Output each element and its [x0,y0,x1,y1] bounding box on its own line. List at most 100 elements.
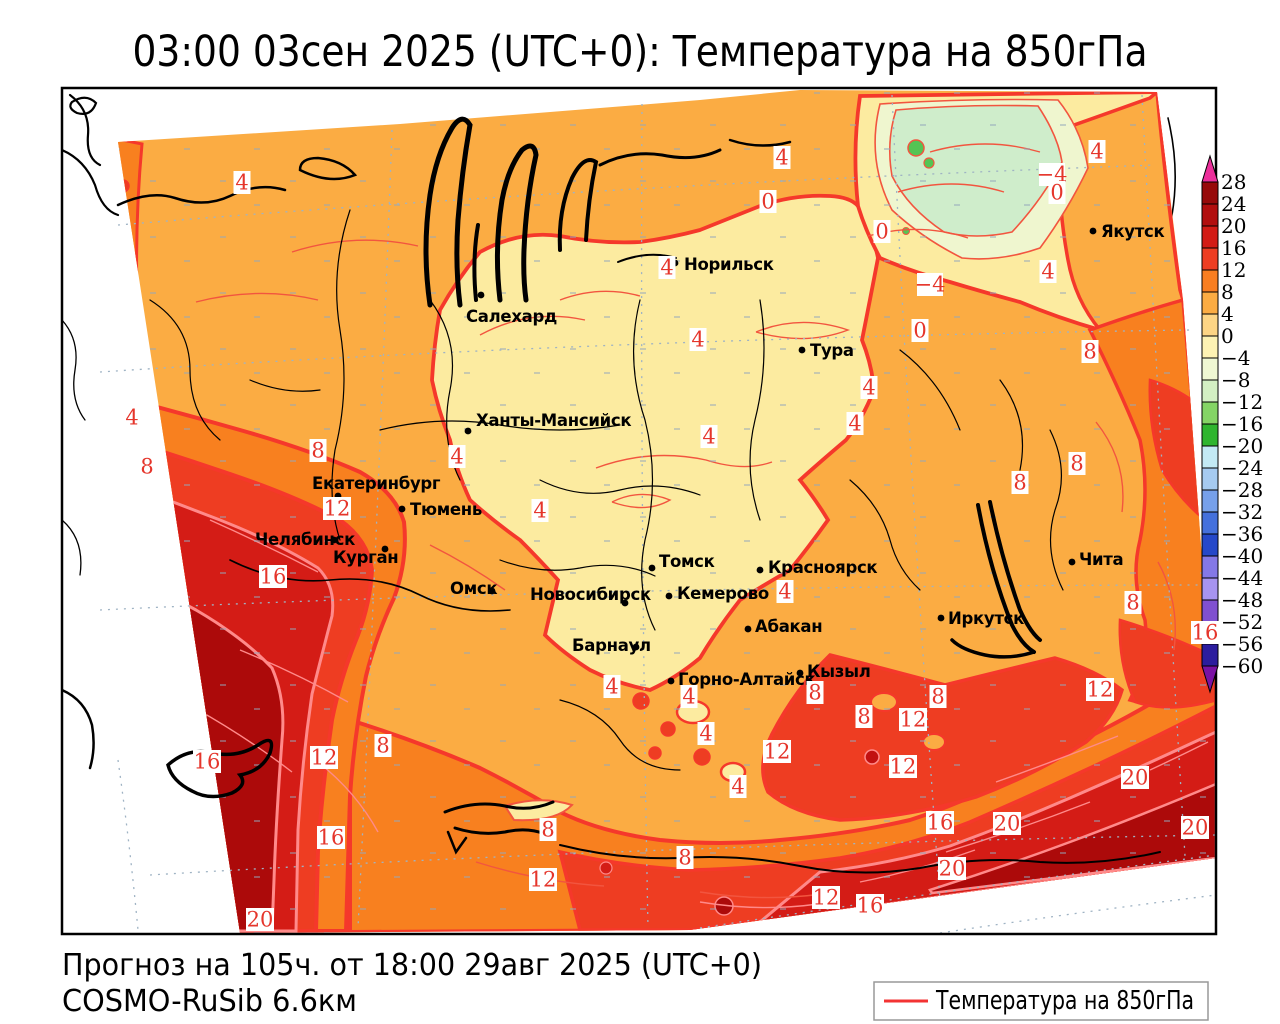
city-label: Абакан [755,617,822,636]
city-dot [667,677,675,685]
contour-label: 20 [994,812,1021,836]
contour-label-box [317,826,345,849]
contour-label-box [776,580,794,603]
city-label: Екатеринбург [312,474,441,493]
city-label: Омск [450,579,497,598]
contour-label-box [993,812,1021,835]
contour-label-box [323,497,351,520]
contour-label: 4 [862,376,875,400]
lake-baikal [976,503,1036,654]
contour-label-box [309,439,327,462]
contour-label-box [1086,678,1114,701]
contour-label: 4 [235,171,248,195]
city-markers: Норильск Салехард Тура Якутск Ханты-Мансийск… [255,222,1165,689]
colorbar-box [1201,599,1219,623]
model-line: COSMO-RuSib 6.6км [62,984,357,1019]
contour-label: 8 [1013,471,1026,495]
contour-label-box [374,734,392,757]
contour-label-box [531,499,549,522]
contour-label-box [873,220,891,243]
contour-label: 20 [1122,766,1149,790]
contour-label-box [138,455,156,478]
contour-label-box [1039,163,1065,186]
colorbar-box [1201,555,1219,579]
contour-label-box [603,675,621,698]
contour-label: 16 [927,811,954,835]
contour-label: 4 [533,499,546,523]
colorbar-ticks: 2824201612840−4−8−12−16−20−24−28−32−36−4… [1221,170,1263,678]
colorbar-box [1201,203,1219,227]
contour-label-box [860,376,878,399]
lake-baikal [988,500,1042,642]
contour-label-box [1088,140,1106,163]
city-label: Тюмень [410,500,482,519]
contour-label: 4 [702,425,715,449]
contour-label: 8 [1070,452,1083,476]
colorbar-box [1201,577,1219,601]
contour-label: 4 [699,722,712,746]
colorbar-box [1201,643,1219,667]
contour-label-box [123,406,141,429]
contour-label-box [1081,340,1099,363]
contour-label: 8 [376,734,389,758]
temperature-field [118,90,1216,933]
contour-label-box [193,750,221,773]
contour-label-box [929,685,947,708]
colorbar-tick-label: −52 [1221,610,1263,634]
colorbar-tick-label: 12 [1221,258,1246,282]
colorbar-box [1201,269,1219,293]
contour-label: −4 [915,273,946,297]
colorbar-tick-label: −60 [1221,654,1263,678]
lake-baikal [950,638,1036,659]
colorbar-box [1201,225,1219,249]
contour-label-box [1048,181,1066,204]
colorbar-box [1201,357,1219,381]
city-label: Горно-Алтайск [678,670,816,689]
city-dot [756,566,764,574]
contour-label: 0 [875,220,888,244]
city-dot [330,536,338,544]
city-label: Кызыл [807,662,871,681]
colorbar-tick-label: 4 [1221,302,1234,326]
contour-label-box [846,412,864,435]
contour-label-box [700,425,718,448]
city-dot [621,599,629,607]
contour-label: 12 [324,497,351,521]
city-label: Кемерово [677,584,769,603]
contour-label-box [759,190,777,213]
city-label: Барнаул [572,636,651,655]
terrain-speckle [118,90,1216,933]
city-label: Томск [659,552,715,571]
city-dot [464,427,472,435]
colorbar-box [1201,247,1219,271]
contour-label-box [676,846,694,869]
contour-label-box [448,445,466,468]
colorbar-box [1201,401,1219,425]
city-dot [632,643,640,651]
contour-label: 4 [778,580,791,604]
contour-label: 0 [913,319,926,343]
contour-label: 16 [260,565,287,589]
contour-label-box [1181,816,1209,839]
contour-label-box [1011,471,1029,494]
contour-label-box [938,857,966,880]
graticule [99,94,1216,934]
contour-label: 12 [900,708,927,732]
colorbar-tick-label: −12 [1221,390,1263,414]
city-label: Якутск [1101,222,1165,241]
contour-label: 4 [682,685,695,709]
ob-gulf [423,116,473,308]
colorbar-tick-label: −36 [1221,522,1263,546]
legend-box [873,981,1209,1021]
contour-label: 12 [530,868,557,892]
city-label: Норильск [684,255,774,274]
contour-label-box [310,746,338,769]
city-dot [1068,558,1076,566]
contour-label-box [1124,591,1142,614]
colorbar-box [1201,335,1219,359]
colorbar-tick-label: −28 [1221,478,1263,502]
colorbar-tick-label: −16 [1221,412,1263,436]
colorbar-box [1201,445,1219,469]
legend-label: Температура на 850гПа [935,986,1194,1016]
